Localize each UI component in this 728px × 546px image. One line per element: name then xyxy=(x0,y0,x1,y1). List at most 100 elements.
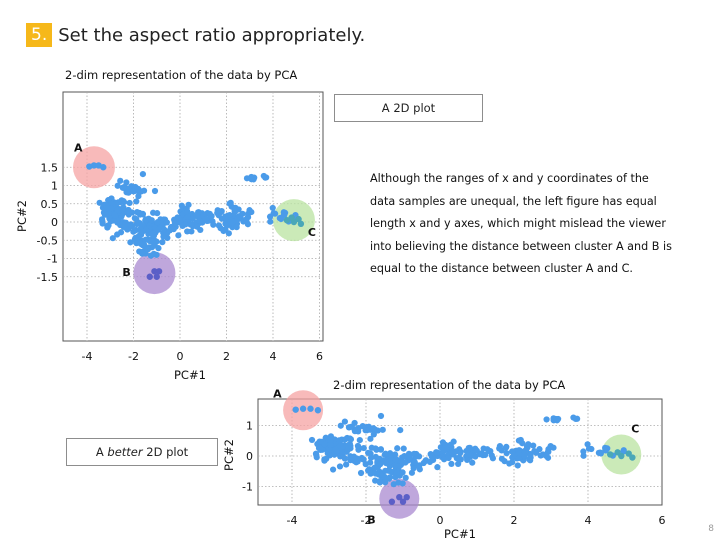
bottom-x-tick-label: 4 xyxy=(585,514,592,527)
top-y-tick-label: 1 xyxy=(51,180,58,193)
bottom-data-point xyxy=(321,441,328,448)
top-data-point xyxy=(171,220,179,227)
bottom-data-point xyxy=(351,419,358,427)
bottom-plot-label-box: A better 2D plot xyxy=(66,438,218,466)
top-data-point xyxy=(233,224,240,231)
bottom-cluster-point xyxy=(388,498,396,505)
top-data-point xyxy=(178,202,185,209)
bottom-data-point xyxy=(377,412,385,420)
bottom-data-point xyxy=(377,446,384,453)
bottom-data-point xyxy=(426,458,434,466)
bottom-data-point xyxy=(527,451,534,459)
bottom-data-point xyxy=(367,435,374,442)
top-chart-title: 2-dim representation of the data by PCA xyxy=(65,68,298,82)
bottom-y-tick-label: 1 xyxy=(246,420,253,433)
top-cluster-label: A xyxy=(74,141,83,154)
bottom-data-point xyxy=(580,448,587,455)
top-data-point xyxy=(160,233,167,240)
bottom-data-point xyxy=(434,449,441,456)
bottom-cluster-label: C xyxy=(631,422,639,435)
bottom-data-point xyxy=(469,459,476,466)
bottom-data-point xyxy=(387,450,394,457)
top-cluster-point xyxy=(290,218,298,226)
bottom-data-point xyxy=(428,453,436,461)
bottom-data-point xyxy=(346,424,353,431)
top-data-point xyxy=(133,220,140,228)
bottom-data-point xyxy=(367,470,374,477)
bottom-data-point xyxy=(434,464,441,471)
top-data-point xyxy=(119,184,127,191)
bottom-data-point xyxy=(341,455,348,462)
bottom-cluster-point xyxy=(403,493,410,501)
bottom-plot-frame xyxy=(257,398,663,506)
top-data-point xyxy=(151,187,159,195)
top-data-point xyxy=(154,219,161,226)
top-data-point xyxy=(175,214,182,221)
bottom-data-point xyxy=(457,449,464,457)
top-data-point xyxy=(149,238,156,245)
description-line: data samples are unequal, the left figur… xyxy=(370,194,657,208)
top-cluster-point xyxy=(90,162,98,169)
bottom-data-point xyxy=(323,455,330,462)
bottom-data-point xyxy=(620,447,627,454)
top-data-point xyxy=(231,207,238,214)
bottom-data-point xyxy=(382,450,389,457)
top-data-point xyxy=(96,199,103,206)
top-y-tick-label: 0 xyxy=(51,216,58,229)
top-x-tick-label: 6 xyxy=(316,350,323,363)
bottom-cluster-point xyxy=(396,493,403,501)
top-data-point xyxy=(142,227,150,234)
bottom-data-point xyxy=(517,436,524,444)
top-data-point xyxy=(135,185,142,192)
bottom-data-point xyxy=(455,454,462,461)
bottom-data-point xyxy=(372,470,379,477)
bottom-data-point xyxy=(503,450,510,457)
bottom-chart-title: 2-dim representation of the data by PCA xyxy=(333,378,566,392)
bottom-data-point xyxy=(402,474,409,481)
top-data-point xyxy=(161,226,168,233)
description-line: into believing the distance between clus… xyxy=(370,239,672,253)
slide-heading: 5. Set the aspect ratio appropriately. xyxy=(26,21,365,49)
top-y-tick-label: 1.5 xyxy=(41,161,59,174)
top-cluster-point xyxy=(155,268,163,275)
bottom-data-point xyxy=(415,453,423,460)
bottom-data-point xyxy=(484,446,491,453)
bottom-data-point xyxy=(367,450,374,457)
bottom-data-point xyxy=(348,456,355,463)
bottom-y-tick-label: 0 xyxy=(246,450,253,463)
bottom-cluster-point xyxy=(299,405,307,412)
top-data-point xyxy=(126,199,133,207)
top-cluster-point xyxy=(153,273,160,280)
top-data-point xyxy=(189,215,196,222)
bottom-data-point xyxy=(473,447,480,454)
top-data-point xyxy=(148,230,155,237)
bottom-data-point xyxy=(464,456,471,464)
bottom-data-point xyxy=(379,426,386,433)
top-data-point xyxy=(99,220,106,227)
top-plot-label: A 2D plot xyxy=(381,101,436,115)
bottom-x-tick-label: -4 xyxy=(287,514,298,527)
top-data-point xyxy=(225,230,232,237)
step-number-badge: 5. xyxy=(26,23,53,47)
top-data-point xyxy=(243,218,250,225)
top-cluster-point xyxy=(297,220,305,228)
bottom-data-point xyxy=(502,444,509,451)
bottom-data-point xyxy=(356,436,363,444)
bottom-data-point xyxy=(527,457,534,464)
bottom-data-point xyxy=(448,460,455,467)
bottom-data-point xyxy=(376,478,383,485)
page-number: 8 xyxy=(708,524,714,534)
top-data-point xyxy=(175,232,182,239)
top-data-point xyxy=(125,208,132,215)
top-data-point xyxy=(248,175,255,183)
bottom-data-point xyxy=(597,450,604,457)
top-cluster-point xyxy=(100,164,107,171)
top-data-point xyxy=(117,177,124,184)
top-data-point xyxy=(266,213,274,220)
top-data-point xyxy=(227,199,234,206)
top-data-point xyxy=(267,218,274,225)
bottom-cluster-label: B xyxy=(367,514,375,527)
top-cluster-label: B xyxy=(122,266,130,279)
bottom-data-point xyxy=(439,439,447,446)
top-data-point xyxy=(133,216,140,223)
